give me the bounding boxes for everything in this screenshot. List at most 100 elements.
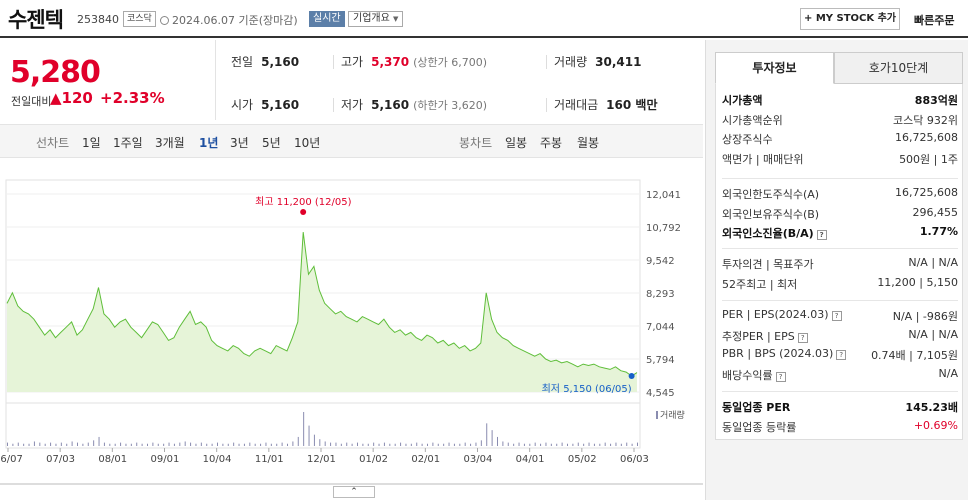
info-row: 동일업종 등락률 +0.69% [722,417,958,435]
stat-low: 저가 5,160 (하한가 3,620) [341,96,487,113]
period-1y[interactable]: 1년 [199,136,219,150]
volume-bar [631,443,633,446]
period-1d[interactable]: 1일 [82,136,101,150]
volume-bar [120,442,122,446]
divider [722,391,958,392]
candle-daily[interactable]: 일봉 [505,136,528,150]
volume-bar [394,443,396,446]
candle-weekly[interactable]: 주봉 [540,136,563,150]
volume-bar [335,442,337,446]
info-row: 외국인소진율(B/A)? 1.77% [722,223,958,241]
help-icon[interactable]: ? [836,350,847,360]
stat-low-label: 저가 [341,98,364,112]
volume-bar [173,443,175,446]
x-tick-label: 07/03 [46,454,75,465]
price-line [6,232,638,377]
expand-chart-button[interactable]: ⌃ [333,486,375,498]
price-chart-svg: 12,041 10,792 9,542 8,293 7,044 5,794 4,545 최고 … [0,179,703,485]
company-info-dropdown[interactable]: 기업개요 ▼ [348,11,404,27]
period-3y[interactable]: 3년 [230,136,249,150]
volume-bar [529,443,531,446]
add-my-stock-button[interactable]: + MY STOCK 추가 [800,8,900,30]
volume-bar [130,443,132,446]
info-row-value: 0.74배 | 7,105원 [871,349,958,362]
x-tick-label: 06/03 [620,454,649,465]
period-5y[interactable]: 5년 [262,136,281,150]
volume-bar [87,442,89,446]
volume-bar [373,442,375,446]
stat-open-value: 5,160 [261,98,300,112]
y-tick-label: 12,041 [646,190,681,201]
volume-bar [270,443,272,446]
volume-bar [572,443,574,446]
candle-monthly[interactable]: 월봉 [577,136,600,150]
period-1w[interactable]: 1주일 [113,136,143,150]
stat-high-limit: (상한가 6,700) [413,56,487,69]
info-row-label: 배당수익률? [722,367,786,383]
volume-bar [55,443,57,446]
volume-legend-label: 거래량 [660,411,685,421]
volume-bar [308,425,310,446]
volume-bar [227,443,229,446]
divider [722,300,958,301]
info-row-value: N/A [938,366,958,380]
help-icon[interactable]: ? [816,230,827,240]
volume-bar [389,443,391,446]
volume-bar [44,443,46,446]
volume-bar [77,442,78,446]
current-price: 5,280 [10,55,101,90]
y-tick-label: 10,792 [646,223,681,234]
quick-order-link[interactable]: 빠른주문 [914,14,955,27]
volume-bar [410,443,412,446]
info-row-value: N/A | N/A [908,256,958,269]
side-tabs: 투자정보 호가10단계 [715,52,963,84]
volume-bar [33,441,35,446]
tab-order-book[interactable]: 호가10단계 [834,52,963,84]
info-row: 동일업종 PER 145.23배 [722,397,958,415]
help-icon[interactable]: ? [831,311,842,321]
x-tick-label: 05/02 [568,454,597,465]
volume-bar [260,443,262,446]
stat-volume: 거래량 30,411 [554,53,641,70]
period-3m[interactable]: 3개월 [155,136,185,150]
volume-bar [480,440,482,446]
price-chart[interactable]: 12,041 10,792 9,542 8,293 7,044 5,794 4,545 최고 … [0,172,703,500]
volume-bar [550,443,552,446]
price-change: ▲120 [50,89,93,107]
volume-bar [103,442,105,446]
help-icon[interactable]: ? [775,371,786,382]
stat-volume-value: 30,411 [595,55,642,69]
period-10y[interactable]: 10년 [294,136,321,150]
volume-bar [405,443,407,446]
volume-bar [400,442,402,446]
stat-amount: 거래대금 160 백만 [554,96,657,113]
volume-bar [23,443,25,446]
info-row-label: 추정PER | EPS? [722,328,808,344]
info-row-value: 16,725,608 [895,186,958,199]
volume-bar [114,443,116,446]
y-tick-label: 9,542 [646,256,675,267]
clock-icon [160,16,169,25]
info-row: 배당수익률? N/A [722,365,958,383]
volume-bar [443,443,445,446]
info-row-label: 외국인한도주식수(A) [722,188,820,201]
stat-open-label: 시가 [231,98,254,112]
info-row-label: 상장주식수 [722,133,773,146]
low-marker [628,373,635,380]
realtime-button[interactable]: 실시간 [309,11,345,27]
divider [722,248,958,249]
change-label: 전일대비 [11,95,52,108]
tab-investment-info[interactable]: 투자정보 [715,52,834,84]
volume-bar [523,443,525,446]
info-row-value: 11,200 | 5,150 [877,275,958,289]
y-tick-label: 4,545 [646,388,675,399]
volume-bar [233,442,235,446]
info-row: 외국인보유주식수(B) 296,455 [722,204,958,222]
volume-bar [475,442,477,446]
volume-bar [427,443,428,446]
volume-bar [179,442,181,446]
help-icon[interactable]: ? [797,332,808,343]
stat-high: 고가 5,370 (상한가 6,700) [341,53,487,70]
info-row: PER | EPS(2024.03)? N/A | -986원 [722,306,958,324]
volume-bar [17,442,19,446]
